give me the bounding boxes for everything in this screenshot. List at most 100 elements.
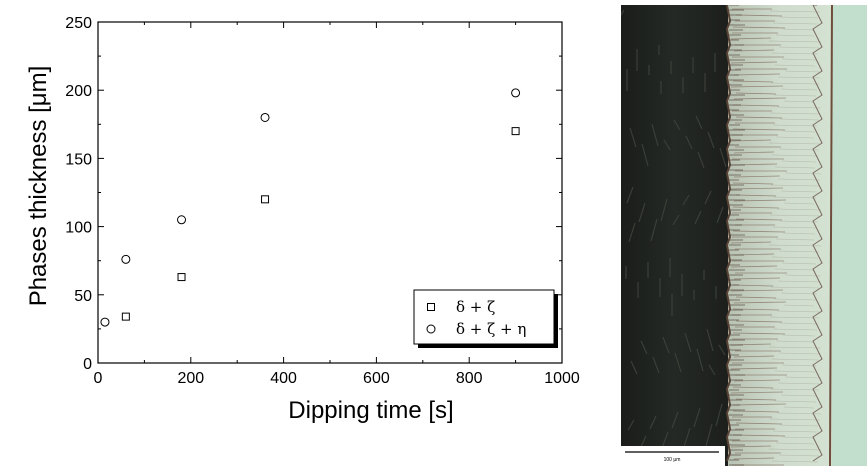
zeta-crystal: [777, 382, 821, 385]
substrate-grain: [660, 198, 668, 222]
zeta-crystal: [778, 148, 820, 151]
zeta-crystal: [772, 22, 818, 25]
zeta-crystal: [771, 52, 819, 55]
zeta-crystal: [733, 403, 787, 406]
zeta-crystal: [782, 436, 816, 439]
substrate-grain: [629, 127, 637, 148]
zeta-crystal: [770, 388, 820, 391]
substrate-grain: [705, 423, 713, 447]
zeta-crystal: [776, 310, 822, 313]
zeta-crystal: [772, 328, 818, 331]
coating-texture: [621, 5, 823, 466]
zeta-crystal: [781, 262, 817, 265]
tick-labels: 0 200 400 600 800 1000 0 50 100 150 200 250: [65, 15, 580, 387]
zeta-crystal: [771, 358, 819, 361]
substrate-grain: [674, 352, 682, 373]
zeta-crystal: [733, 49, 775, 52]
substrate-grain: [628, 222, 636, 243]
legend-label: δ + ζ + η: [456, 320, 526, 338]
zeta-crystal: [783, 202, 815, 205]
zeta-crystal: [730, 445, 772, 448]
zeta-crystal: [769, 418, 821, 421]
zeta-crystal: [769, 10, 821, 13]
legend-label: δ + ζ: [456, 298, 495, 316]
zeta-crystal: [779, 424, 819, 427]
zeta-crystal: [768, 448, 822, 451]
zeta-crystal: [770, 286, 820, 289]
zeta-crystal: [732, 80, 774, 83]
zeta-crystal: [775, 340, 815, 343]
zeta-crystal: [730, 139, 772, 142]
y-tick-label: 100: [65, 220, 92, 237]
zeta-crystal: [777, 178, 821, 181]
legend-marker: [427, 303, 435, 311]
zeta-crystal: [733, 277, 781, 280]
zeta-crystal: [783, 304, 815, 307]
legend-box: [413, 289, 555, 345]
zeta-crystal: [779, 220, 819, 223]
substrate-grain: [684, 332, 692, 353]
zeta-crystal: [733, 355, 775, 358]
zeta-crystal: [773, 298, 817, 301]
substrate-grain: [694, 210, 702, 225]
substrate-grain: [650, 218, 658, 242]
zeta-crystal: [735, 398, 777, 401]
substrate-grain: [641, 143, 649, 167]
circle-point: [260, 112, 270, 122]
zeta-crystal: [780, 292, 818, 295]
zeta-crystal: [776, 106, 822, 109]
zeta-crystal: [768, 244, 822, 247]
zeta-crystal: [735, 218, 783, 221]
zeta-crystal: [783, 406, 815, 409]
zeta-crystal: [780, 394, 818, 397]
substrate-grain: [682, 194, 690, 206]
zeta-crystal: [772, 430, 818, 433]
zeta-crystal: [778, 454, 820, 457]
zeta-crystal: [730, 289, 784, 292]
zeta-crystal: [732, 332, 786, 335]
zeta-crystal: [772, 226, 818, 229]
zeta-crystal: [781, 58, 817, 61]
zeta-crystal: [784, 376, 822, 379]
scatter-chart: 0 200 400 600 800 1000 0 50 100 150 200 250 Dipping…: [25, 15, 580, 424]
zeta-crystal: [781, 364, 817, 367]
zeta-crystal: [774, 268, 816, 271]
zeta-crystal: [735, 296, 777, 299]
y-tick-label: 50: [74, 288, 92, 305]
substrate-grain: [651, 123, 659, 147]
zeta-crystal: [784, 70, 822, 73]
zeta-crystal: [769, 112, 821, 115]
zeta-crystal: [775, 136, 815, 139]
square-point: [177, 273, 186, 282]
zeta-crystal: [771, 460, 819, 463]
zeta-crystal: [783, 100, 815, 103]
zeta-crystal: [732, 128, 786, 131]
zeta-crystal: [730, 187, 784, 190]
substrate-grain: [683, 427, 691, 448]
substrate-grain: [706, 328, 714, 352]
substrate-grain: [695, 115, 703, 130]
zeta-crystal: [771, 256, 819, 259]
substrate-grain: [626, 186, 634, 204]
x-tick-label: 0: [94, 370, 103, 387]
zeta-crystal: [778, 352, 820, 355]
scale-bar-box: [621, 446, 725, 466]
square-point: [261, 195, 270, 204]
zeta-crystal: [772, 124, 818, 127]
substrate-grain: [718, 344, 726, 356]
zeta-crystal: [771, 154, 819, 157]
zeta-crystal: [735, 14, 783, 17]
x-axis-label: Dipping time [s]: [288, 397, 453, 424]
y-tick-label: 200: [65, 83, 92, 100]
axis-ticks: [97, 21, 563, 364]
interface-line: [725, 5, 732, 462]
substrate-grain: [716, 206, 724, 224]
x-tick-label: 400: [270, 370, 297, 387]
y-axis-label: Phases thickness [μm]: [25, 66, 52, 307]
substrate-grain: [696, 348, 704, 372]
square-point: [511, 127, 520, 136]
zeta-crystal: [776, 208, 822, 211]
zeta-crystal: [730, 37, 772, 40]
x-tick-label: 800: [456, 370, 483, 387]
substrate-region: [621, 5, 728, 466]
